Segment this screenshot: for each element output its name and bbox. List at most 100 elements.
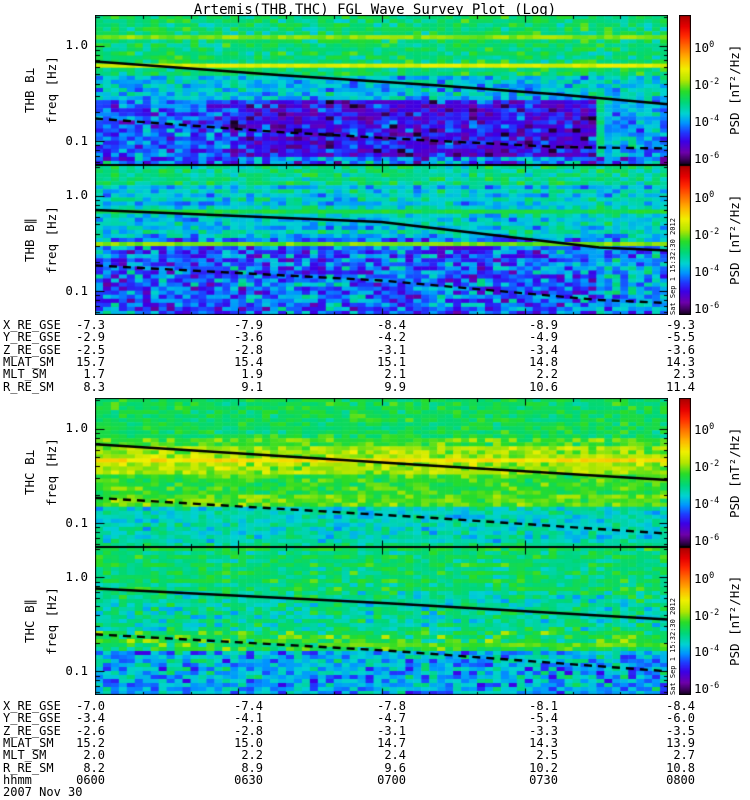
row-label: MLT_SM (3, 367, 47, 382)
panel-2-tick-0.1: 0.1 (65, 515, 88, 530)
colorbar-tick-label: 10-2 (694, 607, 720, 623)
colorbar-2 (679, 398, 691, 547)
table-cell: -3.1 (377, 723, 406, 738)
table-cell: -9.3 (666, 318, 695, 332)
table-cell: 15.0 (234, 735, 263, 750)
panel-2-label: THC B⊥ (22, 449, 37, 496)
table-cell: 8.2 (83, 760, 105, 775)
table-cell: 15.4 (234, 354, 263, 369)
psd-axis-label-3: PSD [nT²/Hz] (727, 575, 742, 667)
table-cell: 10.6 (529, 379, 558, 394)
colorbar-tick-label: 10-6 (694, 300, 720, 316)
table-row: MLAT_SM 15.2 15.0 14.7 14.3 13.9 (0, 735, 750, 750)
row-label: X_RE_GSE (3, 318, 61, 332)
table-cell: 14.3 (529, 735, 558, 750)
table-cell: 11.4 (666, 379, 695, 394)
table-cell: -2.5 (76, 342, 105, 357)
table-row: X_RE_GSE -7.0 -7.4 -7.8 -8.1 -8.4 (0, 699, 750, 713)
table-cell: 9.9 (384, 379, 406, 394)
table-row: MLT_SM 1.7 1.9 2.1 2.2 2.3 (0, 367, 750, 382)
spectrogram-thb-bpar (95, 165, 668, 315)
colorbar-0 (679, 15, 691, 165)
table-cell: -3.3 (529, 723, 558, 738)
table-cell: 0630 (234, 772, 263, 787)
table-cell: -2.8 (234, 342, 263, 357)
table-cell: -5.4 (529, 711, 558, 726)
table-cell: -3.4 (529, 342, 558, 357)
panel-0-tick-0.1: 0.1 (65, 133, 88, 148)
table-cell: 0700 (377, 772, 406, 787)
panel-1-label: THB B∥ (22, 218, 37, 262)
plot-title: Artemis(THB,THC) FGL Wave Survey Plot (L… (193, 2, 557, 18)
table-cell: -8.4 (666, 699, 695, 713)
table-cell: 2.2 (241, 748, 263, 763)
row-label: R_RE_SM (3, 760, 54, 775)
table-row: R_RE_SM 8.2 8.9 9.6 10.2 10.8 (0, 760, 750, 775)
psd-axis-label-1: PSD [nT²/Hz] (727, 194, 742, 286)
colorbar-tick-label: 10-2 (694, 459, 720, 475)
table-cell: -2.6 (76, 723, 105, 738)
panel-3-label: THC B∥ (22, 599, 37, 643)
table-cell: 2.1 (384, 367, 406, 382)
panel-1-tick-1.0: 1.0 (65, 187, 88, 202)
table-cell: 2.3 (673, 367, 695, 382)
panel-1-tick-0.1: 0.1 (65, 283, 88, 298)
panel-2-tick-1.0: 1.0 (65, 420, 88, 435)
table-cell: 15.2 (76, 735, 105, 750)
table-row: Y_RE_GSE -3.4 -4.1 -4.7 -5.4 -6.0 (0, 711, 750, 726)
table-cell: -3.6 (234, 330, 263, 345)
table-row: hhmm 0600 0630 0700 0730 0800 (0, 772, 750, 787)
colorbar-tick-label: 10-6 (694, 532, 720, 548)
table-cell: 0600 (76, 772, 105, 787)
table-cell: -4.9 (529, 330, 558, 345)
table-cell: 14.7 (377, 735, 406, 750)
panel-0-tick-1.0: 1.0 (65, 37, 88, 52)
table-cell: -2.9 (76, 330, 105, 345)
table-cell: -5.5 (666, 330, 695, 345)
table-cell: 0730 (529, 772, 558, 787)
table-row: Z_RE_GSE -2.6 -2.8 -3.1 -3.3 -3.5 (0, 723, 750, 738)
row-label: X_RE_GSE (3, 699, 61, 713)
colorbar-tick-label: 100 (694, 39, 715, 55)
row-label: Y_RE_GSE (3, 330, 61, 345)
row-label: MLAT_SM (3, 354, 54, 369)
colorbar-tick-label: 100 (694, 422, 715, 438)
colorbar-tick-label: 10-4 (694, 496, 720, 512)
creation-timestamp-2: Sat Sep 1 15:32:30 2012 (668, 598, 677, 695)
row-label: Z_RE_GSE (3, 723, 61, 738)
colorbar-tick-label: 10-6 (694, 150, 720, 166)
row-label: MLAT_SM (3, 735, 54, 750)
table-cell: -7.9 (234, 318, 263, 332)
table-cell: 1.7 (83, 367, 105, 382)
colorbar-tick-label: 100 (694, 571, 715, 587)
colorbar-tick-label: 10-4 (694, 644, 720, 660)
row-label: hhmm (3, 772, 32, 787)
table-cell: 15.7 (76, 354, 105, 369)
table-cell: 9.6 (384, 760, 406, 775)
table-cell: -4.7 (377, 711, 406, 726)
creation-timestamp-1: Sat Sep 1 15:32:30 2012 (668, 218, 677, 315)
table-cell: 14.8 (529, 354, 558, 369)
table-cell: -8.1 (529, 699, 558, 713)
table-cell: 13.9 (666, 735, 695, 750)
colorbar-tick-label: 100 (694, 189, 715, 205)
colorbar-tick-label: 10-2 (694, 226, 720, 242)
table-cell: -8.9 (529, 318, 558, 332)
colorbar-1 (679, 165, 691, 315)
table-row: R_RE_SM 8.3 9.1 9.9 10.6 11.4 (0, 379, 750, 394)
table-cell: -7.4 (234, 699, 263, 713)
table-cell: 15.1 (377, 354, 406, 369)
table-cell: 8.9 (241, 760, 263, 775)
row-label: Y_RE_GSE (3, 711, 61, 726)
table-cell: -7.0 (76, 699, 105, 713)
table-cell: -3.6 (666, 342, 695, 357)
table-row: Z_RE_GSE -2.5 -2.8 -3.1 -3.4 -3.6 (0, 342, 750, 357)
table-cell: 2.0 (83, 748, 105, 763)
table-cell: 9.1 (241, 379, 263, 394)
spectrogram-thc-bpar (95, 547, 668, 695)
spectrogram-thb-bperp (95, 15, 668, 165)
table-cell: -4.2 (377, 330, 406, 345)
colorbar-tick-label: 10-6 (694, 680, 720, 697)
table-row: MLT_SM 2.0 2.2 2.4 2.5 2.7 (0, 748, 750, 763)
